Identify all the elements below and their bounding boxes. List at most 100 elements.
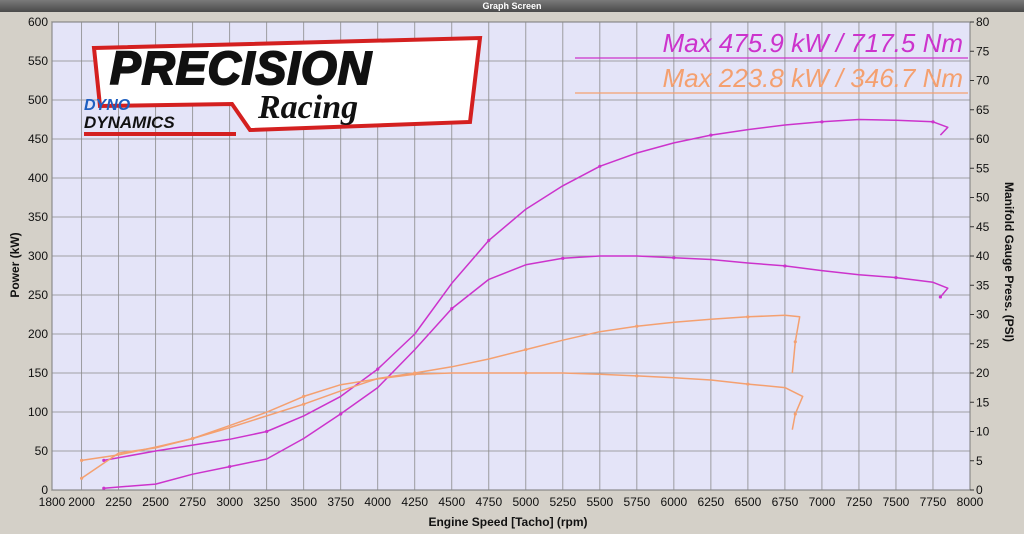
logo-brand-main: PRECISION: [110, 42, 372, 94]
logo-brand-sub: Racing: [257, 89, 358, 126]
logo-dyno-line1: DYNO: [84, 97, 131, 114]
y2-tick-label: 15: [976, 395, 990, 409]
data-point-stock-power: [635, 324, 639, 328]
logo-underline: [84, 132, 236, 136]
data-point-stock-power: [524, 348, 528, 352]
y-tick-label: 550: [28, 54, 48, 68]
x-tick-label: 4750: [475, 495, 502, 509]
x-tick-label: 1800: [39, 495, 66, 509]
x-tick-label: 7250: [846, 495, 873, 509]
y2-tick-label: 55: [976, 161, 990, 175]
x-tick-label: 7000: [809, 495, 836, 509]
x-tick-label: 7750: [920, 495, 947, 509]
data-point-tuned-boost: [228, 465, 232, 469]
y-tick-label: 500: [28, 93, 48, 107]
data-point-stock-power: [793, 340, 797, 344]
data-point-stock-power: [746, 315, 750, 319]
data-point-tuned-boost: [339, 412, 343, 416]
data-point-stock-boost: [524, 371, 528, 375]
y-tick-label: 150: [28, 366, 48, 380]
x-tick-label: 6750: [772, 495, 799, 509]
y2-tick-label: 20: [976, 366, 990, 380]
x-tick-label: 6250: [698, 495, 725, 509]
data-point-tuned-power: [102, 458, 106, 462]
y2-tick-label: 65: [976, 103, 990, 117]
x-tick-label: 4000: [364, 495, 391, 509]
data-point-tuned-boost: [672, 256, 676, 260]
data-point-stock-boost: [191, 436, 195, 441]
precision-racing-logo: PRECISION Racing DYNO DYNAMICS: [84, 35, 483, 136]
y-tick-label: 0: [41, 483, 48, 497]
logo-badge: [91, 35, 483, 133]
x-tick-label: 5500: [586, 495, 613, 509]
data-point-stock-boost: [413, 372, 417, 376]
y2-tick-label: 70: [976, 74, 990, 88]
y2-tick-label: 50: [976, 191, 990, 205]
y-axis-label: Power (kW): [8, 232, 22, 297]
y2-tick-label: 25: [976, 337, 990, 351]
data-point-tuned-power: [820, 120, 824, 124]
x-tick-label: 5750: [624, 495, 651, 509]
x-tick-label: 4250: [401, 495, 428, 509]
y-tick-label: 400: [28, 171, 48, 185]
data-point-stock-power: [80, 458, 84, 462]
x-axis-label: Engine Speed [Tacho] (rpm): [428, 515, 587, 529]
y2-tick-label: 60: [976, 132, 990, 146]
y2-tick-label: 75: [976, 44, 990, 58]
x-tick-label: 8000: [957, 495, 984, 509]
data-point-tuned-power: [376, 367, 380, 371]
y2-tick-label: 40: [976, 249, 990, 263]
y2-tick-label: 35: [976, 278, 990, 292]
y2-tick-label: 0: [976, 483, 983, 497]
x-tick-label: 4500: [438, 495, 465, 509]
y-tick-label: 250: [28, 288, 48, 302]
data-point-stock-boost: [80, 476, 84, 480]
y-tick-label: 450: [28, 132, 48, 146]
x-tick-label: 2500: [142, 495, 169, 509]
max-label-stock: Max 223.8 kW / 346.7 Nm: [662, 63, 963, 93]
series-line-stock-power: [81, 314, 801, 462]
y2-tick-label: 5: [976, 454, 983, 468]
y-tick-label: 300: [28, 249, 48, 263]
window-title: Graph Screen: [0, 0, 1024, 12]
y2-axis-label: Manifold Gauge Press. (PSI): [1002, 182, 1016, 342]
x-tick-label: 2750: [179, 495, 206, 509]
x-tick-label: 5000: [512, 495, 539, 509]
max-label-tuned: Max 475.9 kW / 717.5 Nm: [662, 28, 963, 58]
data-point-stock-boost: [793, 412, 797, 416]
x-tick-label: 6500: [735, 495, 762, 509]
x-tick-label: 2000: [68, 495, 95, 509]
y-tick-label: 350: [28, 210, 48, 224]
data-point-tuned-boost: [450, 307, 454, 311]
y-tick-label: 600: [28, 15, 48, 29]
series-lines: [80, 118, 949, 490]
data-point-tuned-boost: [783, 264, 787, 268]
data-point-stock-boost: [746, 382, 750, 386]
x-tick-label: 3500: [290, 495, 317, 509]
x-tick-label: 3000: [216, 495, 243, 509]
data-point-tuned-power: [487, 238, 491, 242]
data-point-tuned-boost: [894, 276, 898, 280]
data-point-tuned-power: [931, 120, 935, 124]
data-point-tuned-power: [709, 133, 713, 137]
x-tick-label: 2250: [105, 495, 132, 509]
data-point-tuned-boost: [561, 256, 565, 260]
dyno-chart: 1800 2000 2250 2500 2750 3000 3250 3500 3750 4000…: [8, 15, 1016, 529]
y2-tick-label: 10: [976, 425, 990, 439]
data-point-tuned-power: [265, 429, 269, 434]
data-point-tuned-boost: [102, 486, 106, 490]
x-tick-label: 5250: [549, 495, 576, 509]
series-line-tuned-power: [103, 118, 949, 462]
data-point-stock-power: [302, 402, 306, 406]
y-tick-label: 50: [35, 444, 49, 458]
data-point-tuned-power: [598, 164, 602, 168]
series-line-stock-boost: [81, 372, 804, 479]
y-tick-label: 200: [28, 327, 48, 341]
data-point-stock-boost: [302, 394, 306, 398]
x-tick-label: 3750: [327, 495, 354, 509]
logo-dyno-line2: DYNAMICS: [84, 113, 175, 132]
x-tick-label: 6000: [661, 495, 688, 509]
y2-tick-label: 45: [976, 220, 990, 234]
y-tick-label: 100: [28, 405, 48, 419]
